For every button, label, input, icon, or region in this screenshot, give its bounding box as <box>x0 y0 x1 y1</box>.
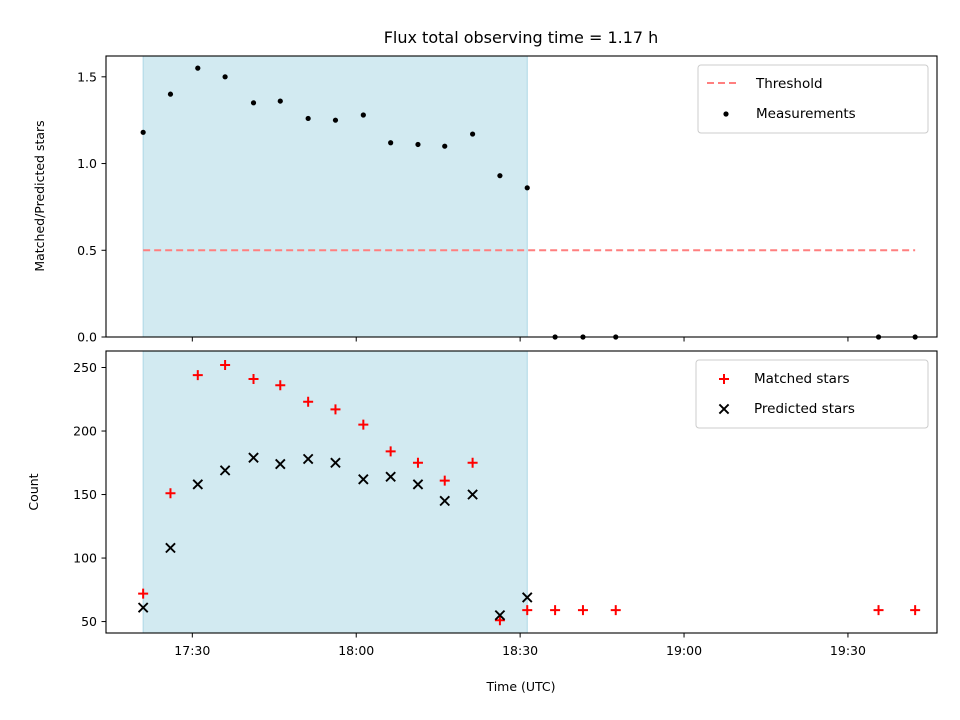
panel0-series-1-point-2 <box>195 65 201 71</box>
panel1-y-tick-label-1: 100 <box>73 551 97 566</box>
panel0-y-tick-label-1: 0.5 <box>77 243 97 258</box>
panel1-legend-swatch-0 <box>719 374 729 384</box>
panel0-y-tick-label-2: 1.0 <box>77 156 97 171</box>
panel0-series-1-point-4 <box>250 100 257 106</box>
ratio-panel: 0.0 0.5 1.0 1.5 Threshold Measurements <box>77 55 938 345</box>
panel0-series-1-point-13 <box>497 173 503 179</box>
panel1-series-0-point-13 <box>494 615 505 626</box>
panel1-series-1-point-3 <box>219 465 231 476</box>
panel1-series-0-point-19 <box>910 605 921 616</box>
panel1-series-0-point-3 <box>220 359 231 370</box>
panel1-series-1-point-6 <box>302 453 314 465</box>
panel0-series-1-point-5 <box>277 98 283 104</box>
panel1-series-0-point-0 <box>138 588 149 599</box>
panel0-series-1-point-3 <box>222 74 228 80</box>
x-tick-label-0: 17:30 <box>174 643 210 658</box>
panel1-y-axis-label: Count <box>26 473 41 510</box>
panel1-y-tick-label-2: 150 <box>73 487 97 502</box>
x-tick-label-4: 19:30 <box>830 643 866 658</box>
panel0-series-1-point-12 <box>470 131 476 137</box>
panel1-shaded-span <box>142 350 528 634</box>
panel0-series-1-point-9 <box>388 140 394 146</box>
panel1-series-0-point-12 <box>467 457 478 468</box>
x-axis-label: Time (UTC) <box>485 679 555 694</box>
panel1-series-1-point-7 <box>330 457 341 469</box>
panel1-series-1-point-1 <box>165 542 176 554</box>
panel1-series-1-point-11 <box>439 495 451 507</box>
panel1-series-1-point-4 <box>248 452 259 463</box>
x-tick-label-3: 19:00 <box>666 643 702 658</box>
panel0-legend-box <box>697 64 929 134</box>
panel1-series-0-point-10 <box>412 457 423 468</box>
panel1-series-1-point-9 <box>385 471 396 483</box>
panel1-series-0-point-1 <box>165 488 176 499</box>
panel1-series-0-point-9 <box>385 446 396 457</box>
panel0-series-1-point-10 <box>415 141 421 148</box>
panel0-series-1-point-6 <box>305 115 311 122</box>
panel0-series-1-point-8 <box>360 112 366 118</box>
panel1-series-1-point-14 <box>521 592 533 603</box>
panel0-y-tick-label-0: 0.0 <box>77 330 97 345</box>
panel0-y-tick-label-3: 1.5 <box>77 69 97 84</box>
panel1-series-1-point-8 <box>358 474 369 485</box>
panel1-series-0-point-11 <box>439 475 450 486</box>
panel0-series-1-point-14 <box>524 185 530 191</box>
panel1-series-0-point-7 <box>330 404 341 415</box>
panel1-y-tick-label-0: 50 <box>81 614 97 629</box>
panel1-series-0-point-16 <box>577 605 588 616</box>
panel0-series-1-point-7 <box>332 117 339 123</box>
panel1-legend-box <box>695 359 929 429</box>
panel1-series-1-point-0 <box>137 602 149 613</box>
panel1-series-1-point-5 <box>275 458 286 470</box>
panel1-series-0-point-14 <box>522 605 533 616</box>
panel1-frame <box>105 350 938 634</box>
panel1-series-1-point-13 <box>494 609 506 621</box>
x-tick-label-2: 18:30 <box>502 643 538 658</box>
panel1-series-0-point-5 <box>275 380 286 391</box>
x-tick-label-1: 18:00 <box>338 643 374 658</box>
count-panel: 17:30 18:00 18:30 19:00 19:30 50 100 150 200 250 M… <box>73 350 938 658</box>
panel1-series-0-point-6 <box>303 396 314 407</box>
panel0-legend-swatch-1 <box>723 111 729 117</box>
panel1-y-tick-label-4: 250 <box>73 360 97 375</box>
panel1-series-1-point-2 <box>192 479 204 490</box>
panel1-series-0-point-18 <box>873 605 884 616</box>
panel1-series-0-point-15 <box>550 605 561 616</box>
panel1-series-1-point-12 <box>467 489 478 500</box>
panel0-series-1-point-1 <box>167 91 174 97</box>
panel0-legend-label-1: Measurements <box>756 106 856 122</box>
panel1-series-0-point-4 <box>248 373 259 384</box>
panel1-legend-label-1: Predicted stars <box>754 401 855 417</box>
panel0-legend-label-0: Threshold <box>755 76 823 92</box>
panel1-y-tick-label-3: 200 <box>73 424 97 439</box>
panel1-legend-swatch-1 <box>718 403 730 415</box>
panel1-series-0-point-8 <box>358 419 369 430</box>
panel0-series-1-point-11 <box>442 143 448 149</box>
chart-title: Flux total observing time = 1.17 h <box>384 28 659 47</box>
panel1-legend-label-0: Matched stars <box>754 371 850 387</box>
panel0-series-1-point-0 <box>140 129 146 135</box>
panel1-series-0-point-17 <box>610 605 621 616</box>
panel1-series-1-point-10 <box>412 479 424 490</box>
panel0-y-axis-label: Matched/Predicted stars <box>32 120 47 271</box>
panel0-frame <box>105 55 938 338</box>
panel0-shaded-span <box>142 55 528 338</box>
panel1-series-0-point-2 <box>192 370 203 381</box>
